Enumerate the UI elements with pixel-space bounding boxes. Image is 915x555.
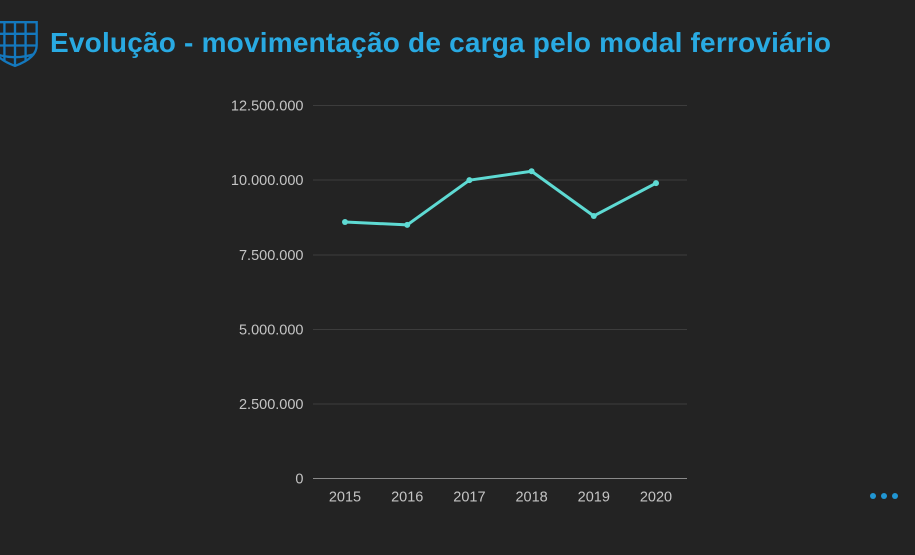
data-point-2020[interactable]	[653, 180, 659, 187]
y-axis-tick-label: 2.500.000	[239, 397, 304, 413]
y-axis-tick-label: 12.500.000	[231, 99, 304, 115]
data-point-2016[interactable]	[404, 221, 411, 228]
x-axis-tick-label: 2016	[391, 490, 423, 506]
x-axis-tick-label: 2018	[515, 490, 547, 506]
x-axis-tick-label: 2015	[329, 490, 361, 506]
ellipsis-dot-icon	[892, 493, 898, 499]
data-point-2017[interactable]	[466, 177, 473, 184]
data-point-2015[interactable]	[342, 218, 348, 225]
globe-shield-logo-icon	[0, 18, 40, 68]
x-axis-tick-label: 2020	[640, 490, 672, 506]
x-axis-tick-label: 2019	[578, 490, 610, 506]
y-axis-tick-label: 0	[295, 472, 303, 488]
report-header: Evolução - movimentação de carga pelo mo…	[0, 0, 915, 80]
ellipsis-dot-icon	[870, 493, 876, 499]
trend-line	[343, 169, 658, 227]
page-title: Evolução - movimentação de carga pelo mo…	[50, 27, 832, 58]
more-options-button[interactable]	[868, 490, 900, 502]
y-axis-tick-label: 7.500.000	[239, 248, 304, 264]
y-axis-tick-label: 5.000.000	[239, 322, 304, 338]
data-point-2018[interactable]	[528, 168, 535, 175]
ellipsis-dot-icon	[881, 493, 887, 499]
data-point-2019[interactable]	[590, 212, 597, 219]
x-axis-tick-label: 2017	[453, 490, 485, 506]
y-axis-tick-label: 10.000.000	[231, 173, 304, 189]
